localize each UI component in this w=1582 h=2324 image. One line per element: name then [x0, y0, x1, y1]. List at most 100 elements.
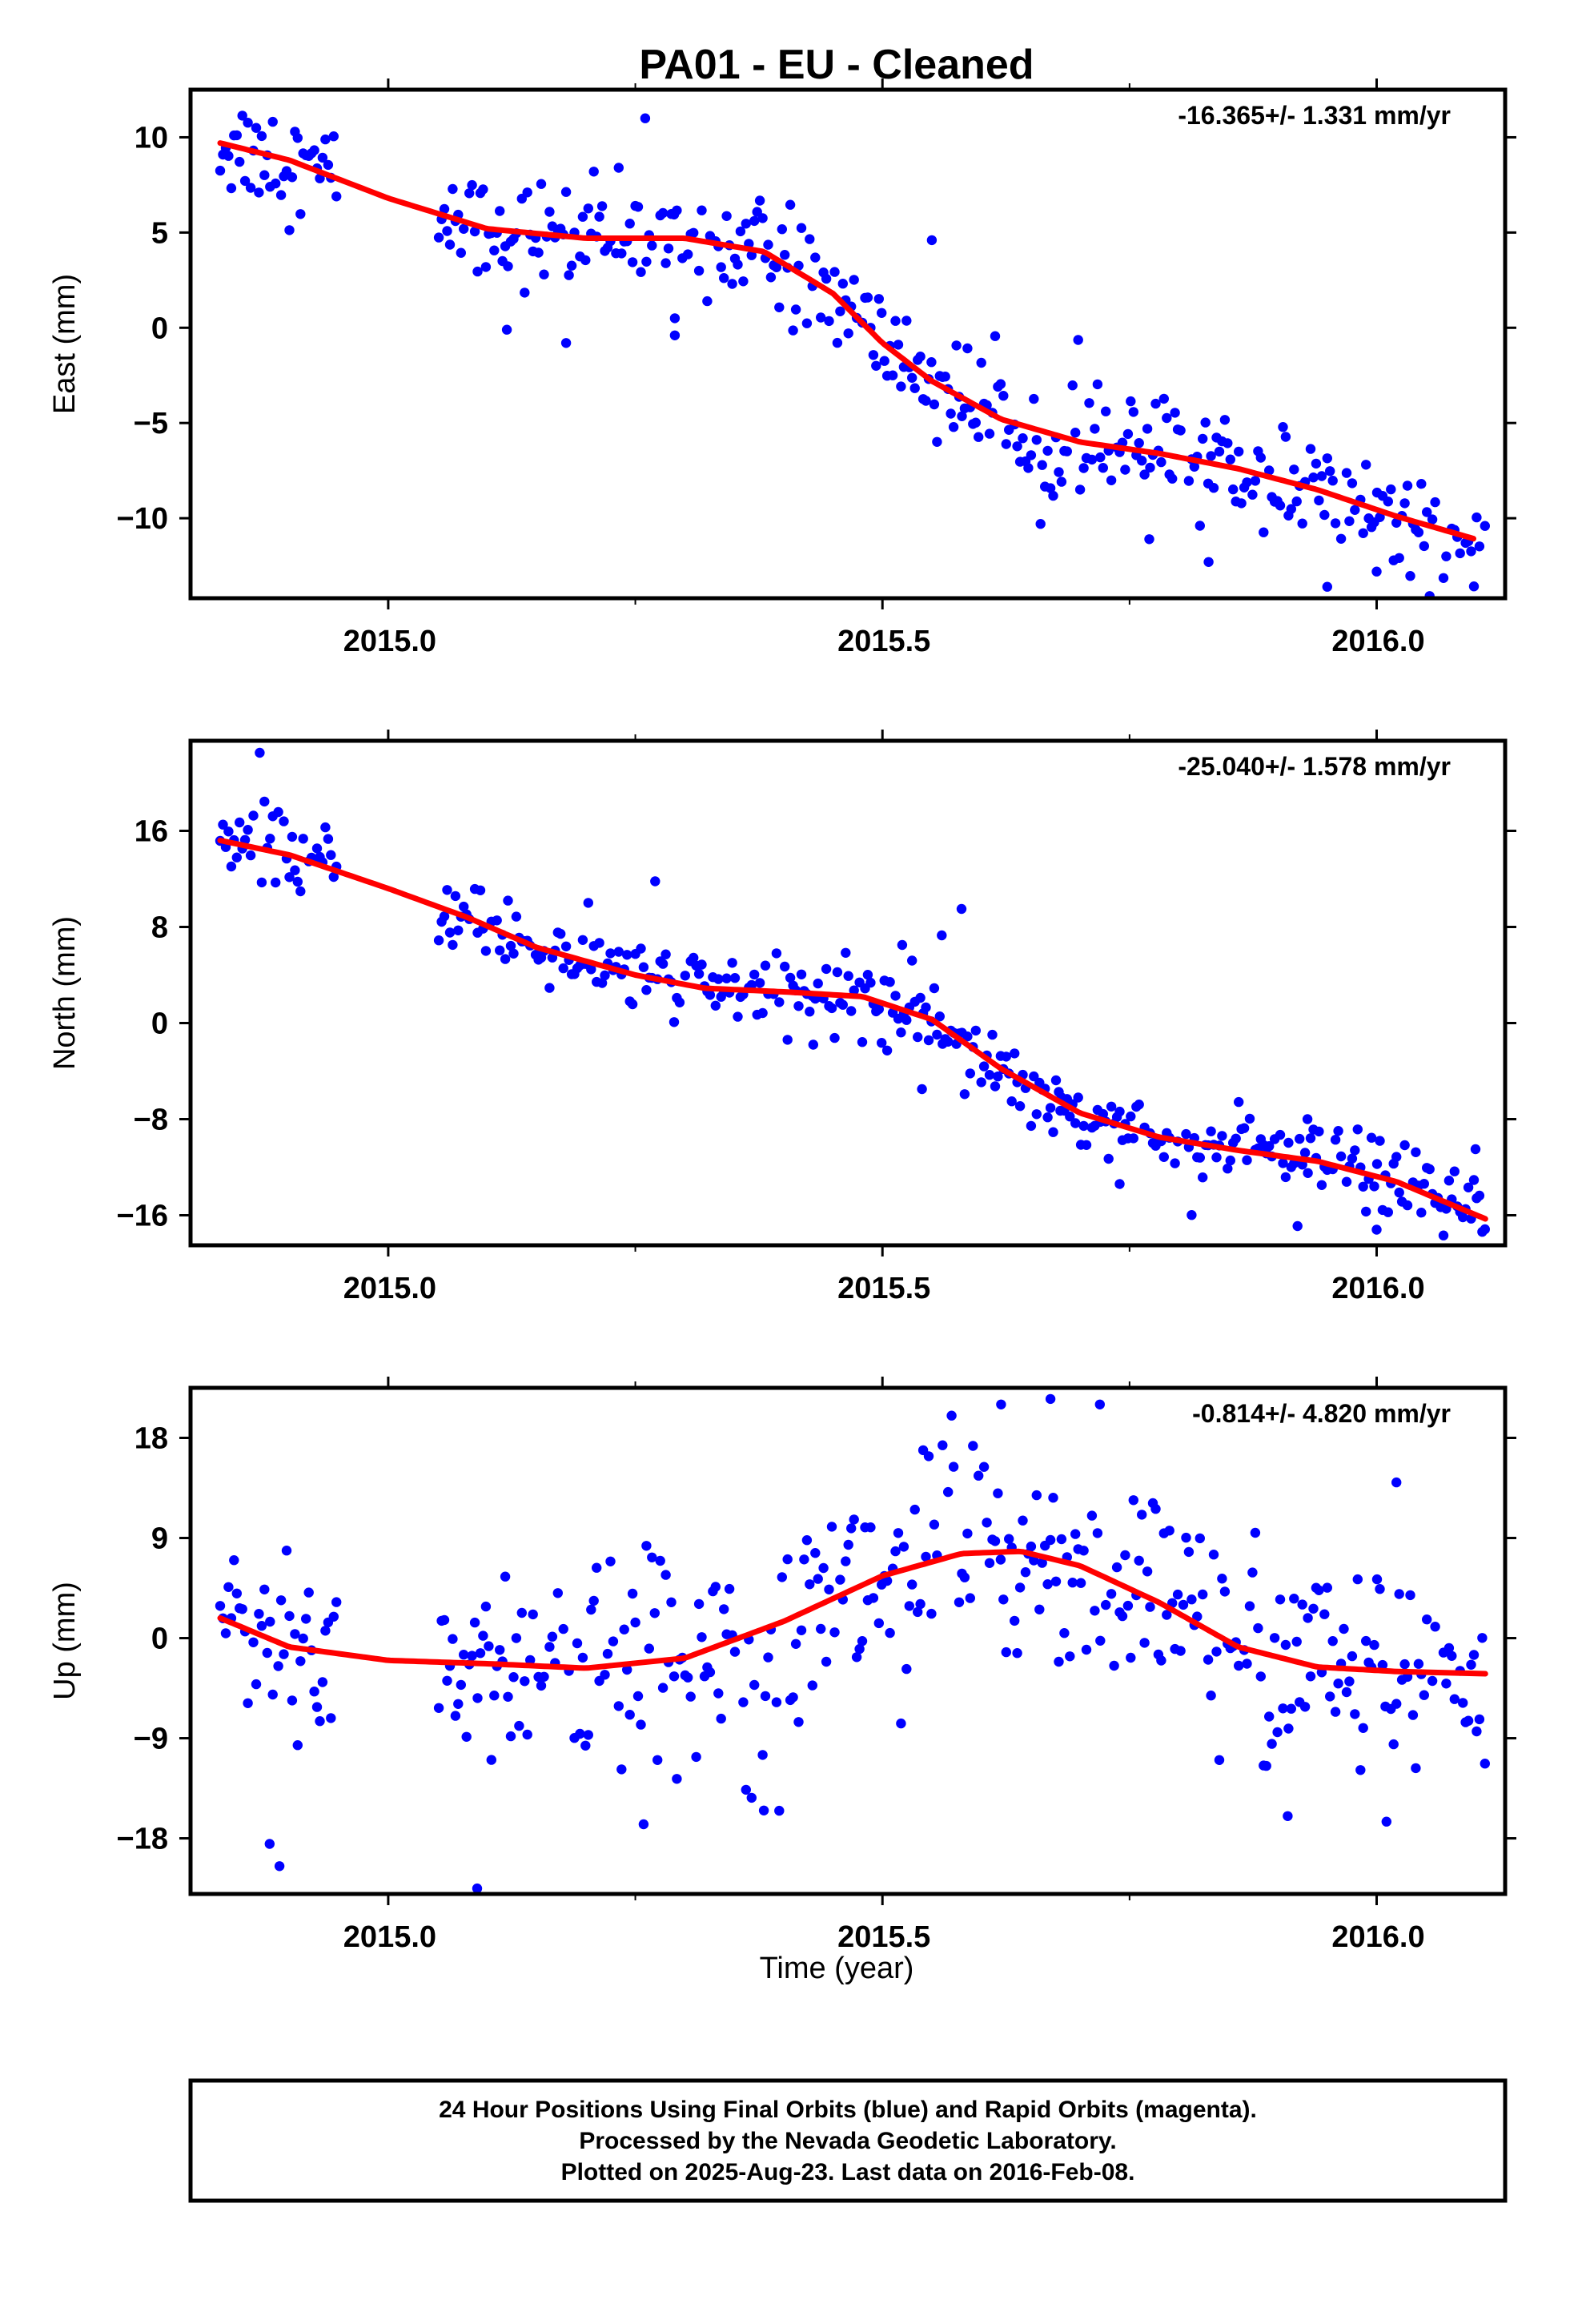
- up-point: [1253, 1622, 1263, 1634]
- up-point: [495, 1645, 505, 1655]
- east-point: [1054, 467, 1064, 477]
- up-point: [223, 1582, 234, 1593]
- up-point: [547, 1631, 558, 1642]
- up-point: [1120, 1550, 1130, 1561]
- east-point: [887, 370, 898, 380]
- up-point: [807, 1680, 817, 1691]
- up-point: [1045, 1393, 1056, 1405]
- east-point: [849, 275, 859, 285]
- up-point: [511, 1633, 522, 1643]
- east-point: [647, 240, 657, 251]
- up-point: [1145, 1602, 1155, 1612]
- east-point: [1308, 472, 1319, 483]
- up-point: [996, 1399, 1006, 1410]
- north-point: [746, 979, 757, 991]
- north-point: [1371, 1159, 1383, 1169]
- east-point: [489, 245, 500, 255]
- north-point: [1042, 1112, 1053, 1123]
- up-point: [815, 1623, 826, 1634]
- up-point: [608, 1636, 619, 1647]
- north-point: [544, 983, 555, 993]
- up-point: [843, 1539, 853, 1550]
- east-point: [926, 357, 937, 368]
- north-point: [1283, 1137, 1294, 1148]
- up-point: [788, 1692, 798, 1703]
- up-point: [1094, 1399, 1106, 1410]
- east-point: [990, 331, 1001, 341]
- up-point: [508, 1672, 519, 1683]
- up-point: [1126, 1652, 1136, 1663]
- up-point: [1217, 1574, 1227, 1584]
- up-point: [1164, 1526, 1174, 1536]
- up-point: [1261, 1760, 1271, 1771]
- up-point: [602, 1648, 613, 1659]
- east-point: [1012, 441, 1022, 452]
- east-point: [259, 170, 270, 180]
- up-point: [1430, 1622, 1440, 1632]
- north-point: [749, 969, 760, 980]
- north-point: [448, 939, 458, 951]
- east-point: [1056, 476, 1067, 487]
- up-point: [1109, 1660, 1119, 1671]
- north-point: [1402, 1200, 1413, 1211]
- up-point: [1134, 1555, 1144, 1566]
- east-point: [1092, 379, 1103, 390]
- up-point: [1206, 1691, 1216, 1701]
- north-point: [1234, 1096, 1244, 1108]
- north-point: [1358, 1181, 1368, 1192]
- up-point: [1399, 1659, 1410, 1670]
- north-point: [638, 962, 649, 972]
- up-point: [1275, 1594, 1286, 1605]
- up-point: [868, 1593, 879, 1603]
- east-point: [275, 190, 287, 200]
- north-point: [1299, 1148, 1311, 1158]
- east-point: [1441, 551, 1452, 561]
- east-point: [1095, 452, 1106, 463]
- north-point: [760, 960, 771, 971]
- up-point: [331, 1597, 342, 1607]
- north-point: [1134, 1100, 1144, 1110]
- north-point: [943, 1036, 954, 1047]
- north-point: [450, 891, 461, 902]
- up-point: [638, 1819, 649, 1830]
- up-point: [982, 1518, 992, 1528]
- up-point: [729, 1647, 741, 1657]
- north-point: [577, 935, 588, 946]
- east-point: [613, 163, 624, 173]
- up-point: [520, 1676, 530, 1687]
- up-point: [229, 1555, 239, 1566]
- up-point: [1192, 1611, 1203, 1622]
- east-point: [727, 279, 737, 289]
- east-point: [231, 130, 242, 141]
- up-point: [1407, 1710, 1419, 1720]
- east-point: [1156, 456, 1166, 468]
- east-point: [815, 312, 826, 323]
- north-point: [1006, 1096, 1017, 1107]
- east-point: [790, 304, 801, 315]
- up-point: [1371, 1574, 1383, 1585]
- east-point: [1438, 573, 1449, 583]
- north-point: [475, 885, 486, 896]
- up-ytick-label: 0: [151, 1622, 168, 1656]
- east-point: [433, 232, 444, 243]
- up-point: [274, 1861, 285, 1872]
- east-point: [970, 417, 982, 428]
- up-point: [1211, 1647, 1222, 1657]
- east-point: [777, 224, 787, 235]
- east-point: [522, 187, 532, 198]
- up-point: [990, 1536, 1001, 1546]
- up-point: [896, 1718, 906, 1729]
- up-point: [1078, 1546, 1089, 1556]
- up-point: [1375, 1584, 1385, 1594]
- east-point: [1203, 557, 1214, 567]
- east-point: [1319, 509, 1330, 521]
- north-point: [1280, 1172, 1291, 1183]
- east-point: [245, 183, 256, 193]
- up-point: [1291, 1636, 1302, 1647]
- east-point: [1001, 439, 1012, 449]
- north-point: [495, 945, 505, 955]
- north-rate-label: -25.040+/- 1.578 mm/yr: [1178, 752, 1451, 781]
- up-point: [1219, 1586, 1231, 1597]
- north-point: [1170, 1158, 1180, 1168]
- east-point: [821, 273, 832, 284]
